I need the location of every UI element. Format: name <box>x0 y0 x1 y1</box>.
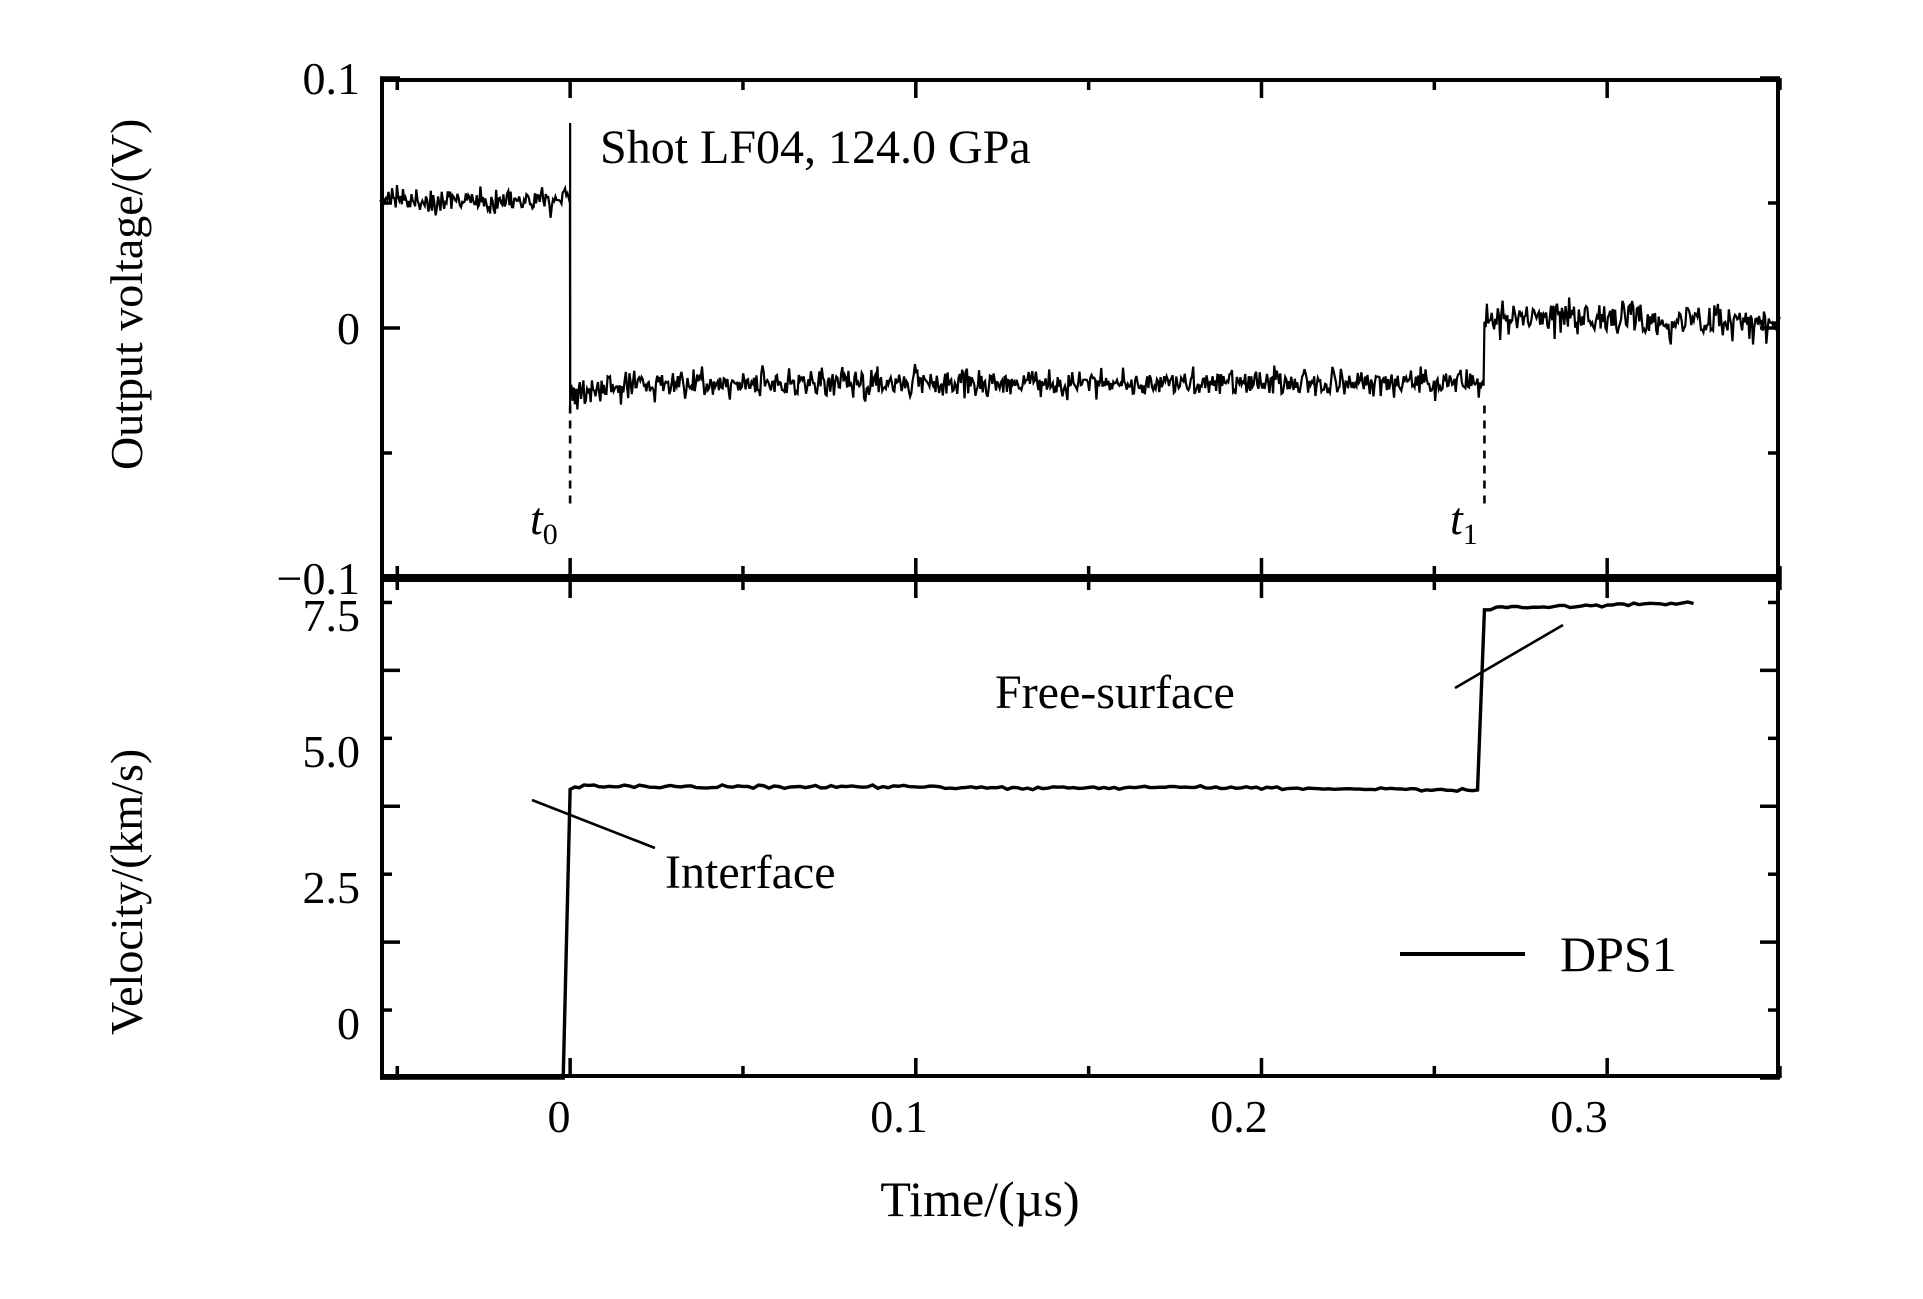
interface-annotation: Interface <box>665 846 836 899</box>
velocity-trace <box>380 600 1695 1080</box>
velocity-axis-ticks <box>380 578 1782 1080</box>
voltage-trace <box>379 184 1781 410</box>
marker-t0-letter: t <box>530 493 543 544</box>
velocity-ytick-label-2: 2.5 <box>302 862 361 913</box>
shot-annotation: Shot LF04, 124.0 GPa <box>600 121 1031 174</box>
velocity-plot-frame <box>380 578 1780 1078</box>
velocity-ytick-label-0: 7.5 <box>302 590 361 641</box>
velocity-ytick-label-1: 5.0 <box>302 726 361 777</box>
marker-t1: t1 <box>1450 492 1478 552</box>
marker-t1-sub: 1 <box>1462 518 1478 552</box>
xtick-label-2: 0.2 <box>1210 1091 1268 1142</box>
xtick-label-3: 0.3 <box>1550 1091 1608 1142</box>
free-surface-leader-line <box>1454 623 1564 690</box>
velocity-ytick-label-3: 0 <box>337 998 360 1049</box>
voltage-ytick-label-2: −0.1 <box>276 553 360 604</box>
marker-t0: t0 <box>530 492 558 552</box>
free-surface-annotation: Free-surface <box>995 666 1235 719</box>
xtick-label-1: 0.1 <box>870 1091 928 1142</box>
voltage-axis-ticks <box>380 76 1782 580</box>
marker-t0-sub: 0 <box>542 518 558 552</box>
voltage-ytick-label-1: 0 <box>337 303 360 354</box>
legend-swatch-dps1 <box>1400 952 1525 956</box>
x-axis-title: Time/(µs) <box>880 1171 1080 1227</box>
xtick-label-0: 0 <box>547 1091 571 1142</box>
voltage-ytick-label-0: 0.1 <box>302 53 361 104</box>
legend-label-dps1: DPS1 <box>1560 926 1677 982</box>
marker-t1-letter: t <box>1450 493 1463 544</box>
interface-leader-line <box>531 798 656 850</box>
